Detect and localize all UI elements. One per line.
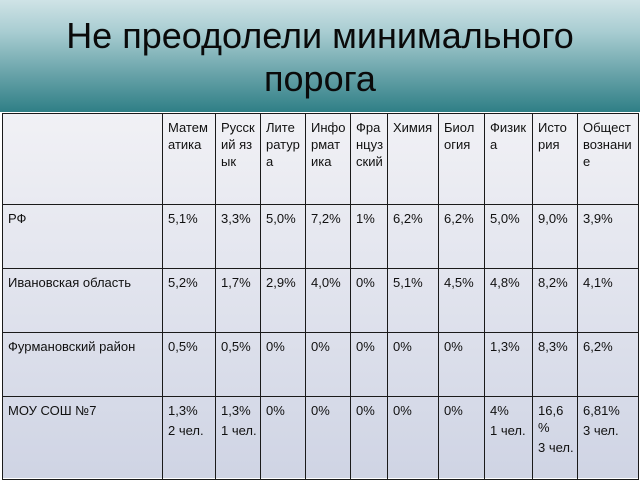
value-cell: 16,6 % 3 чел. (532, 396, 578, 480)
results-table: Математика Русский язык Литература Инфор… (2, 113, 639, 480)
value-cell: 0,5% (215, 332, 261, 397)
header-cell-russian: Русский язык (215, 113, 261, 205)
value-cell: 0% (350, 332, 388, 397)
value-cell: 5,1% (162, 204, 216, 269)
value-cell: 0% (305, 396, 351, 480)
value-cell: 1,3% 1 чел. (215, 396, 261, 480)
value-cell: 0,5% (162, 332, 216, 397)
header-cell-french: Французский (350, 113, 388, 205)
table-row: РФ 5,1% 3,3% 5,0% 7,2% 1% 6,2% 6,2% 5,0%… (2, 204, 639, 269)
percent-value: 16,6 % (538, 403, 564, 435)
value-cell: 6,2% (438, 204, 485, 269)
value-cell: 0% (387, 396, 439, 480)
value-cell: 0% (387, 332, 439, 397)
header-corner-cell (2, 113, 163, 205)
value-cell: 8,3% (532, 332, 578, 397)
header-label: История (538, 120, 567, 152)
value-cell: 4,8% (484, 268, 533, 333)
header-label: Французский (356, 120, 384, 169)
value-cell: 0% (350, 268, 388, 333)
value-cell: 1,3% 2 чел. (162, 396, 216, 480)
header-cell-mathematics: Математика (162, 113, 216, 205)
slide-title-line-2: порога (264, 58, 376, 99)
header-label: Информатика (311, 120, 346, 169)
value-cell: 6,2% (577, 332, 639, 397)
header-label: Химия (393, 120, 433, 135)
value-cell: 4,5% (438, 268, 485, 333)
header-cell-social-studies: Обществознание (577, 113, 639, 205)
percent-value: 1,3% (168, 403, 198, 418)
table-row: Ивановская область 5,2% 1,7% 2,9% 4,0% 0… (2, 268, 639, 333)
student-count: 2 чел. (168, 423, 204, 438)
value-cell: 0% (350, 396, 388, 480)
slide-title: Не преодолели минимального порога (0, 14, 640, 100)
header-cell-literature: Литература (260, 113, 306, 205)
percent-value: 4% (490, 403, 509, 418)
table-row: Фурмановский район 0,5% 0,5% 0% 0% 0% 0%… (2, 332, 639, 397)
value-cell: 0% (260, 332, 306, 397)
value-cell: 5,2% (162, 268, 216, 333)
table-header-row: Математика Русский язык Литература Инфор… (2, 113, 639, 205)
row-label-cell: РФ (2, 204, 163, 269)
header-cell-chemistry: Химия (387, 113, 439, 205)
header-cell-biology: Биология (438, 113, 485, 205)
student-count: 3 чел. (538, 440, 574, 455)
value-cell: 4,1% (577, 268, 639, 333)
value-cell: 1% (350, 204, 388, 269)
value-cell: 5,0% (260, 204, 306, 269)
student-count: 3 чел. (583, 423, 619, 438)
slide-title-line-1: Не преодолели минимального (66, 15, 574, 56)
value-cell: 3,3% (215, 204, 261, 269)
value-cell: 0% (438, 332, 485, 397)
value-cell: 5,1% (387, 268, 439, 333)
value-cell: 5,0% (484, 204, 533, 269)
student-count: 1 чел. (490, 423, 526, 438)
header-cell-history: История (532, 113, 578, 205)
value-cell: 0% (260, 396, 306, 480)
value-cell: 2,9% (260, 268, 306, 333)
header-label: Биология (444, 120, 475, 152)
value-cell: 4% 1 чел. (484, 396, 533, 480)
header-label: Обществознание (583, 120, 632, 169)
value-cell: 0% (438, 396, 485, 480)
value-cell: 1,3% (484, 332, 533, 397)
header-label: Литература (266, 120, 300, 169)
header-label: Русский язык (221, 120, 255, 169)
table-row: МОУ СОШ №7 1,3% 2 чел. 1,3% 1 чел. 0% 0%… (2, 396, 639, 480)
value-cell: 9,0% (532, 204, 578, 269)
header-label: Физика (490, 120, 527, 152)
percent-value: 1,3% (221, 403, 251, 418)
title-banner (0, 0, 640, 112)
value-cell: 0% (305, 332, 351, 397)
row-label-cell: Фурмановский район (2, 332, 163, 397)
value-cell: 3,9% (577, 204, 639, 269)
row-label-cell: Ивановская область (2, 268, 163, 333)
header-label: Математика (168, 120, 208, 152)
value-cell: 4,0% (305, 268, 351, 333)
value-cell: 8,2% (532, 268, 578, 333)
results-table-container: Математика Русский язык Литература Инфор… (2, 113, 639, 480)
header-cell-physics: Физика (484, 113, 533, 205)
value-cell: 1,7% (215, 268, 261, 333)
student-count: 1 чел. (221, 423, 257, 438)
row-label-cell: МОУ СОШ №7 (2, 396, 163, 480)
percent-value: 6,81% (583, 403, 620, 418)
value-cell: 7,2% (305, 204, 351, 269)
header-cell-informatics: Информатика (305, 113, 351, 205)
value-cell: 6,2% (387, 204, 439, 269)
value-cell: 6,81% 3 чел. (577, 396, 639, 480)
